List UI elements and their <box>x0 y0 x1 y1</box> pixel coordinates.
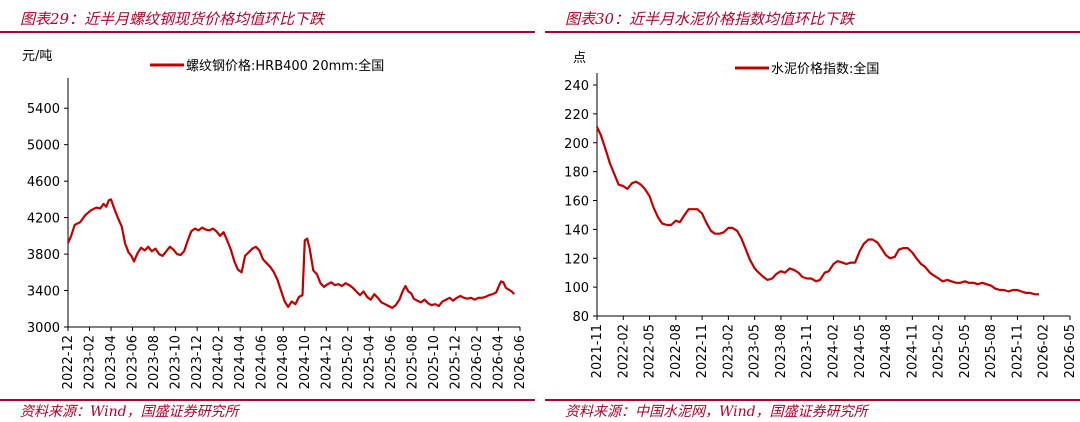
series-line <box>66 198 516 309</box>
y-unit-label: 点 <box>573 51 586 66</box>
x-tick-label: 2023-02 <box>83 335 98 389</box>
y-unit-label: 元/吨 <box>22 49 52 64</box>
x-tick-label: 2024-10 <box>298 335 313 389</box>
y-tick-label: 240 <box>564 79 589 94</box>
y-tick-label: 140 <box>564 223 589 238</box>
chart-panel-rebar: 图表29：近半月螺纹钢现货价格均值环比下跌 元/吨螺纹钢价格:HRB400 20… <box>0 0 535 422</box>
x-tick-label: 2023-08 <box>774 324 789 378</box>
x-tick-label: 2022-12 <box>61 335 76 389</box>
x-tick-label: 2021-11 <box>590 324 605 378</box>
x-tick-label: 2025-04 <box>362 335 377 389</box>
y-tick-label: 5000 <box>27 139 60 154</box>
footer-divider <box>545 399 1080 401</box>
source-note: 资料来源：中国水泥网，Wind，国盛证券研究所 <box>565 404 868 420</box>
x-tick-label: 2025-12 <box>448 335 463 389</box>
chart-header: 图表30：近半月水泥价格指数均值环比下跌 <box>565 10 855 28</box>
x-tick-label: 2023-06 <box>126 335 141 389</box>
x-tick-label: 2024-11 <box>905 324 920 378</box>
x-tick-label: 2026-02 <box>470 335 485 389</box>
x-tick-label: 2025-05 <box>958 324 973 378</box>
x-tick-label: 2022-05 <box>643 324 658 378</box>
x-tick-label: 2026-04 <box>491 335 506 389</box>
y-tick-label: 220 <box>564 108 589 123</box>
x-tick-label: 2025-10 <box>427 335 442 389</box>
x-tick-label: 2023-12 <box>190 335 205 389</box>
x-tick-label: 2023-08 <box>147 335 162 389</box>
x-tick-label: 2026-02 <box>1037 324 1052 378</box>
y-tick-label: 3000 <box>27 321 60 336</box>
y-tick-label: 120 <box>564 252 589 267</box>
x-tick-label: 2026-05 <box>1063 324 1078 378</box>
x-tick-label: 2023-11 <box>800 324 815 378</box>
y-tick-label: 160 <box>564 195 589 210</box>
x-tick-label: 2025-02 <box>341 335 356 389</box>
header-divider <box>0 31 535 33</box>
y-tick-label: 180 <box>564 166 589 181</box>
x-tick-label: 2025-08 <box>984 324 999 378</box>
legend-label: 水泥价格指数:全国 <box>771 61 879 77</box>
y-tick-label: 200 <box>564 137 589 152</box>
x-tick-label: 2024-08 <box>879 324 894 378</box>
x-tick-label: 2024-08 <box>276 335 291 389</box>
x-tick-label: 2024-05 <box>853 324 868 378</box>
x-tick-label: 2023-02 <box>721 324 736 378</box>
x-tick-label: 2025-08 <box>405 335 420 389</box>
x-tick-label: 2026-06 <box>513 335 528 389</box>
series-line <box>596 126 1039 296</box>
y-tick-label: 3800 <box>27 248 60 263</box>
x-tick-label: 2024-02 <box>827 324 842 378</box>
y-tick-label: 5400 <box>27 102 60 117</box>
x-tick-label: 2024-04 <box>233 335 248 389</box>
y-tick-label: 80 <box>572 310 589 325</box>
x-tick-label: 2023-10 <box>169 335 184 389</box>
x-tick-label: 2025-11 <box>1010 324 1025 378</box>
x-tick-label: 2022-02 <box>616 324 631 378</box>
legend-label: 螺纹钢价格:HRB400 20mm:全国 <box>186 58 384 74</box>
x-tick-label: 2024-06 <box>255 335 270 389</box>
x-tick-label: 2024-02 <box>212 335 227 389</box>
source-note: 资料来源：Wind，国盛证券研究所 <box>20 404 239 420</box>
y-tick-label: 3400 <box>27 285 60 300</box>
x-tick-label: 2023-04 <box>104 335 119 389</box>
x-tick-label: 2024-12 <box>319 335 334 389</box>
y-tick-label: 100 <box>564 281 589 296</box>
y-tick-label: 4600 <box>27 175 60 190</box>
y-tick-label: 4200 <box>27 212 60 227</box>
x-tick-label: 2022-08 <box>669 324 684 378</box>
header-divider <box>545 31 1080 33</box>
chart-panel-cement: 图表30：近半月水泥价格指数均值环比下跌 点水泥价格指数:全国 80 100 120 1… <box>545 0 1080 422</box>
x-tick-label: 2023-05 <box>748 324 763 378</box>
footer-divider <box>0 399 535 401</box>
x-tick-label: 2022-11 <box>695 324 710 378</box>
x-tick-label: 2025-02 <box>932 324 947 378</box>
x-tick-label: 2025-06 <box>384 335 399 389</box>
chart-header: 图表29：近半月螺纹钢现货价格均值环比下跌 <box>20 10 325 28</box>
